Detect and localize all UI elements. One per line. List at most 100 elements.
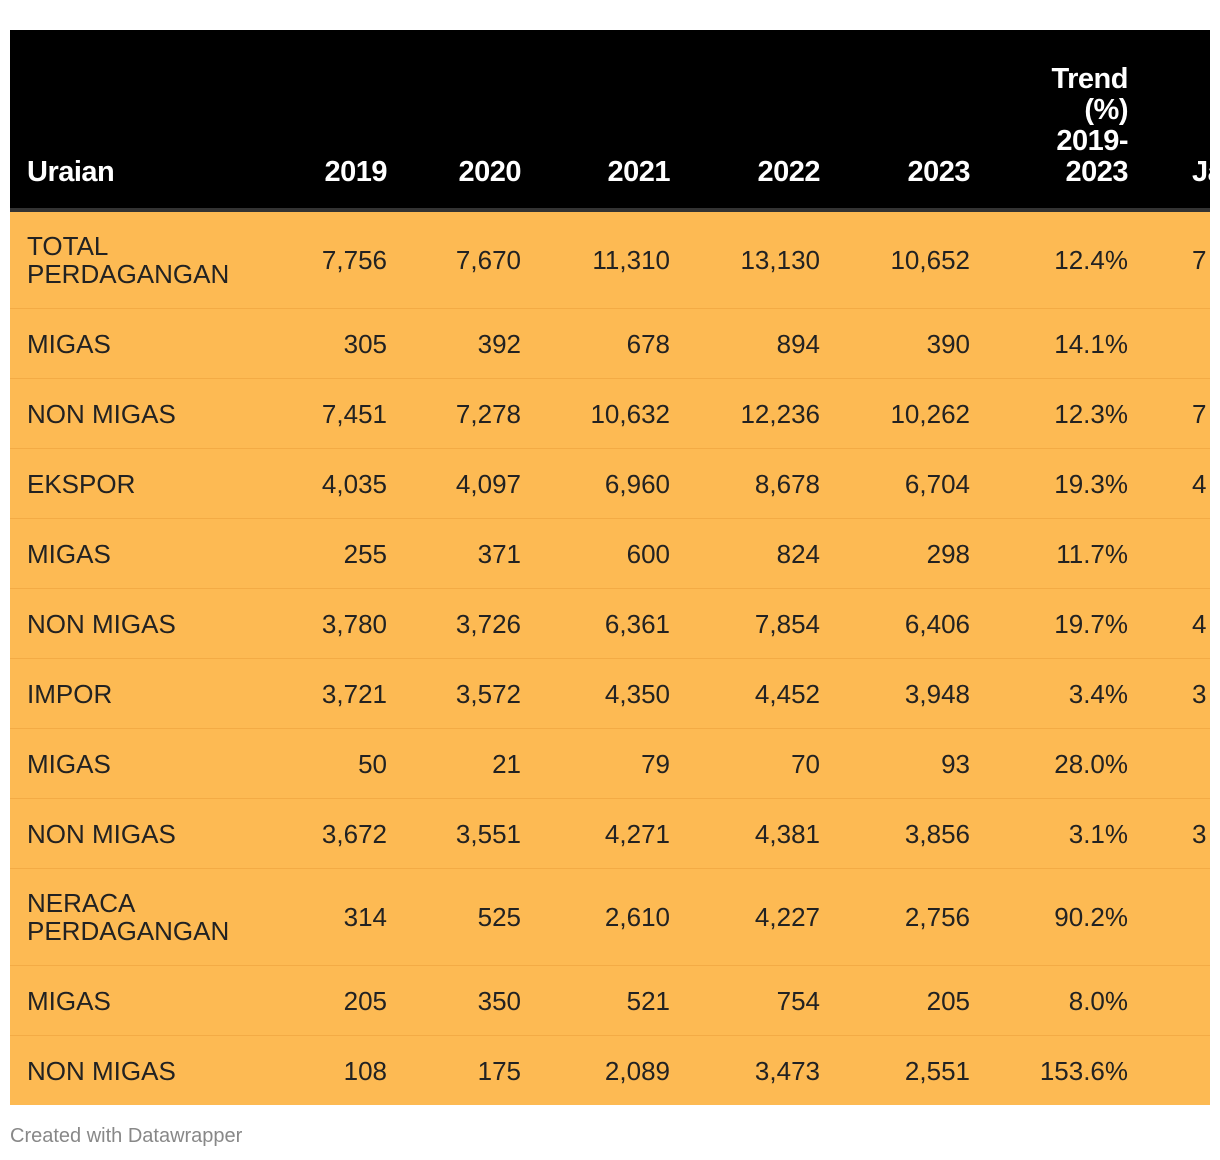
value-cell: 3,721	[321, 678, 387, 709]
value-cell: 390	[926, 328, 970, 359]
row-label: MIGAS	[27, 985, 111, 1016]
value-cell: 314	[343, 902, 387, 932]
value-cell: 521	[626, 985, 670, 1016]
value-cell: 4,350	[604, 678, 670, 709]
row-label: NERACA PERDAGANGAN	[27, 888, 230, 946]
row-label: MIGAS	[27, 748, 111, 779]
table-body: TOTAL PERDAGANGAN 7,756 7,670 11,310 13,130 1…	[10, 210, 1210, 1105]
value-cell: 175	[477, 1055, 521, 1086]
table-row: MIGAS 255 371 600 824 298 11.7%	[10, 518, 1210, 589]
value-cell: 2,551	[904, 1055, 970, 1086]
extra-cell	[1128, 869, 1210, 966]
value-cell: 10,262	[890, 398, 970, 429]
extra-cell: 7	[1192, 398, 1207, 429]
value-cell: 50	[358, 748, 387, 779]
row-label: MIGAS	[27, 328, 111, 359]
column-header-uraian[interactable]: Uraian	[27, 156, 115, 188]
table-row: IMPOR 3,721 3,572 4,350 4,452 3,948 3.4% 3	[10, 658, 1210, 729]
column-header-2019[interactable]: 2019	[324, 156, 387, 188]
value-cell: 7,451	[321, 398, 387, 429]
value-cell: 6,361	[604, 608, 670, 639]
row-label: EKSPOR	[27, 468, 136, 499]
header-row: Uraian 2019 2020 2021 2022 2023 Trend (%…	[10, 30, 1210, 210]
value-cell: 600	[626, 538, 670, 569]
table-row: MIGAS 50 21 79 70 93 28.0%	[10, 728, 1210, 799]
value-cell: 525	[477, 902, 521, 932]
row-label: IMPOR	[27, 678, 113, 709]
trend-cell: 3.1%	[1068, 818, 1128, 849]
trend-cell: 12.4%	[1054, 245, 1128, 275]
value-cell: 2,756	[904, 902, 970, 932]
extra-cell	[1128, 309, 1210, 379]
table-row: NERACA PERDAGANGAN 314 525 2,610 4,227 2,756 9…	[10, 868, 1210, 966]
value-cell: 392	[477, 328, 521, 359]
table-row: MIGAS 305 392 678 894 390 14.1%	[10, 308, 1210, 379]
extra-cell	[1128, 519, 1210, 589]
trend-cell: 8.0%	[1068, 985, 1128, 1016]
value-cell: 205	[926, 985, 970, 1016]
value-cell: 13,130	[740, 245, 820, 275]
value-cell: 2,089	[604, 1055, 670, 1086]
value-cell: 4,271	[604, 818, 670, 849]
value-cell: 3,551	[455, 818, 521, 849]
value-cell: 11,310	[592, 245, 670, 275]
value-cell: 93	[941, 748, 970, 779]
table-row: TOTAL PERDAGANGAN 7,756 7,670 11,310 13,130 1…	[10, 210, 1210, 309]
value-cell: 371	[477, 538, 521, 569]
value-cell: 7,854	[754, 608, 820, 639]
value-cell: 4,035	[321, 468, 387, 499]
trend-cell: 153.6%	[1039, 1055, 1128, 1086]
trend-cell: 3.4%	[1068, 678, 1128, 709]
value-cell: 70	[791, 748, 820, 779]
trend-cell: 12.3%	[1054, 398, 1128, 429]
value-cell: 2,610	[604, 902, 670, 932]
trend-cell: 19.7%	[1054, 608, 1128, 639]
value-cell: 3,726	[455, 608, 521, 639]
row-label: NON MIGAS	[27, 1055, 176, 1086]
value-cell: 205	[343, 985, 387, 1016]
extra-cell: 3	[1192, 678, 1207, 709]
row-label: TOTAL PERDAGANGAN	[27, 231, 230, 289]
value-cell: 350	[477, 985, 521, 1016]
column-header-2023[interactable]: 2023	[907, 156, 970, 188]
extra-cell	[1128, 966, 1210, 1036]
value-cell: 12,236	[740, 398, 820, 429]
trade-table: Uraian 2019 2020 2021 2022 2023 Trend (%…	[10, 30, 1210, 1105]
value-cell: 21	[492, 748, 521, 779]
row-label: MIGAS	[27, 538, 111, 569]
value-cell: 10,632	[590, 398, 670, 429]
value-cell: 7,670	[455, 245, 521, 275]
value-cell: 4,227	[754, 902, 820, 932]
column-header-2021[interactable]: 2021	[607, 156, 670, 188]
value-cell: 3,780	[321, 608, 387, 639]
value-cell: 4,381	[754, 818, 820, 849]
row-label: NON MIGAS	[27, 608, 176, 639]
table-row: NON MIGAS 3,672 3,551 4,271 4,381 3,856 3.1% 3	[10, 798, 1210, 869]
value-cell: 7,756	[321, 245, 387, 275]
extra-cell: 4	[1192, 468, 1207, 499]
trend-cell: 28.0%	[1054, 748, 1128, 779]
value-cell: 7,278	[455, 398, 521, 429]
column-header-2020[interactable]: 2020	[458, 156, 521, 188]
value-cell: 3,948	[904, 678, 970, 709]
value-cell: 6,960	[604, 468, 670, 499]
value-cell: 3,572	[455, 678, 521, 709]
table-row: MIGAS 205 350 521 754 205 8.0%	[10, 965, 1210, 1036]
data-table-wrapper: Uraian 2019 2020 2021 2022 2023 Trend (%…	[10, 30, 1210, 1105]
extra-cell: 4	[1192, 608, 1207, 639]
column-header-trend-label: Trend (%) 2019-2023	[1051, 63, 1129, 188]
column-header-2022[interactable]: 2022	[757, 156, 820, 188]
value-cell: 305	[343, 328, 387, 359]
value-cell: 6,406	[904, 608, 970, 639]
column-header-trend[interactable]: Trend (%) 2019-2023	[970, 30, 1129, 210]
value-cell: 79	[641, 748, 670, 779]
value-cell: 8,678	[754, 468, 820, 499]
table-row: NON MIGAS 108 175 2,089 3,473 2,551 153.6%	[10, 1035, 1210, 1105]
value-cell: 10,652	[890, 245, 970, 275]
column-header-extra[interactable]: Ja	[1192, 156, 1210, 188]
value-cell: 4,097	[455, 468, 521, 499]
value-cell: 754	[776, 985, 820, 1016]
value-cell: 108	[343, 1055, 387, 1086]
value-cell: 298	[926, 538, 970, 569]
value-cell: 3,473	[754, 1055, 820, 1086]
